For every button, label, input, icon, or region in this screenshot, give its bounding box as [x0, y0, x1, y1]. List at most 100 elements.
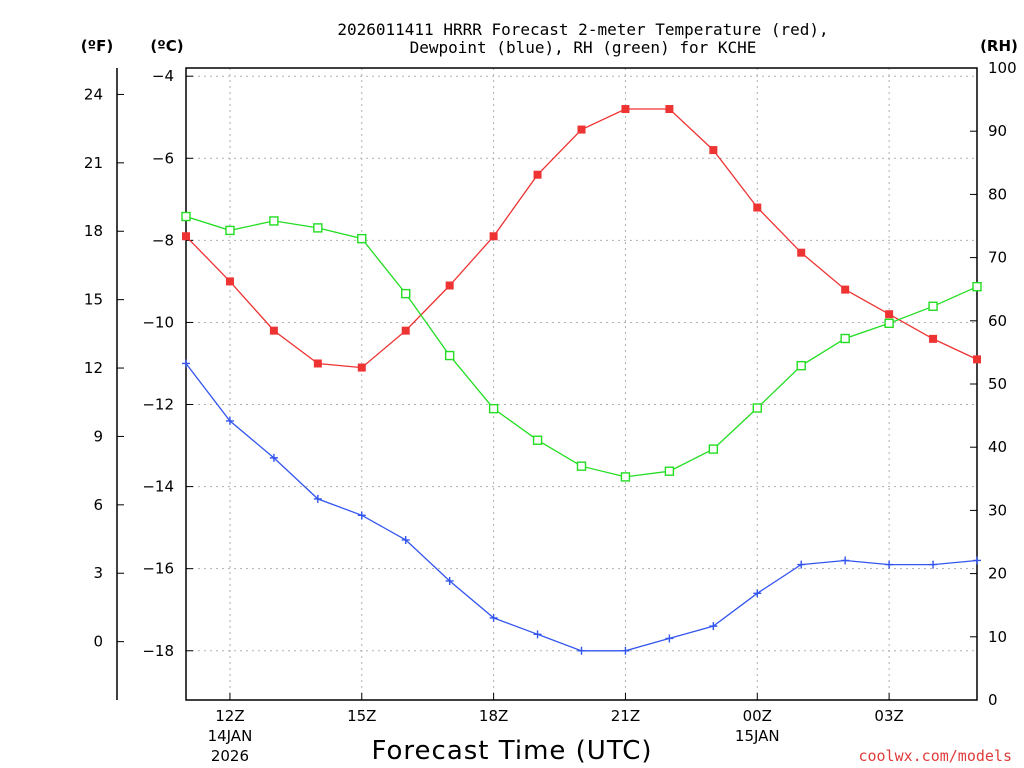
fahrenheit-tick-label: 0: [93, 633, 103, 651]
rh-axis: 0 10 20 30 40 50 60 70 80 90 100: [970, 59, 1017, 709]
fahrenheit-tick-label: 3: [93, 564, 103, 582]
temperature-point: [577, 125, 586, 134]
rh-point: [620, 472, 631, 482]
celsius-axis: −18 −16 −14 −12 −10 −8 −6 −4: [142, 67, 193, 660]
temperature-point: [401, 326, 410, 335]
celsius-tick-label: −16: [142, 560, 174, 578]
temperature-point: [225, 277, 234, 286]
rh-tick-label: 40: [988, 438, 1007, 456]
chart-title-line2: Dewpoint (blue), RH (green) for KCHE: [410, 38, 757, 57]
celsius-tick-label: −14: [142, 478, 174, 496]
temperature-point: [357, 363, 366, 372]
dewpoint-line: [185, 363, 978, 652]
fahrenheit-axis: 0 3 6 9 12 15 18 21 24: [84, 85, 124, 651]
celsius-tick-label: −12: [142, 396, 174, 414]
rh-point: [708, 444, 719, 454]
rh-tick-label: 100: [988, 59, 1017, 77]
credit-text: coolwx.com/models: [858, 747, 1012, 765]
time-axis: 12Z 14JAN 2026 15Z 18Z 21Z 00Z 15JAN 03Z: [208, 693, 904, 765]
rh-point: [576, 461, 587, 471]
dewpoint-point: [182, 359, 190, 368]
time-tick-label: 03Z: [874, 707, 903, 725]
temperature-point: [797, 248, 806, 257]
dewpoint-point: [577, 646, 586, 655]
temperature-line: [185, 108, 978, 369]
rh-point: [884, 318, 894, 329]
time-tick-label: 18Z: [479, 707, 508, 725]
temperature-point: [929, 334, 938, 343]
fahrenheit-tick-label: 12: [84, 359, 103, 377]
rh-point: [840, 333, 850, 344]
x-axis-title: Forecast Time (UTC): [371, 736, 652, 766]
time-tick-label: 00Z: [743, 707, 772, 725]
fahrenheit-tick-label: 21: [84, 154, 103, 172]
dewpoint-point: [841, 556, 850, 565]
dewpoint-point: [445, 576, 454, 585]
rh-tick-label: 50: [988, 375, 1007, 393]
rh-tick-label: 70: [988, 249, 1007, 267]
fahrenheit-tick-label: 9: [93, 427, 103, 445]
rh-point: [488, 403, 499, 414]
rh-point: [972, 281, 982, 292]
dewpoint-point: [973, 556, 981, 565]
celsius-tick-label: −4: [152, 67, 174, 85]
temperature-point: [709, 146, 718, 155]
temperature-point: [885, 310, 894, 319]
dewpoint-point: [885, 560, 894, 569]
dewpoint-point: [489, 613, 498, 622]
temperature-point: [533, 170, 542, 179]
rh-point: [269, 216, 279, 226]
fahrenheit-tick-label: 18: [84, 222, 103, 240]
fahrenheit-tick-label: 24: [84, 85, 103, 103]
rh-point: [181, 211, 191, 222]
celsius-tick-label: −10: [142, 313, 174, 331]
rh-point: [357, 233, 367, 244]
dewpoint-point: [621, 646, 630, 655]
rh-tick-label: 10: [988, 628, 1007, 646]
temperature-point: [621, 105, 630, 114]
rh-tick-label: 60: [988, 312, 1007, 330]
plot-frame: [185, 67, 978, 701]
dewpoint-point: [401, 535, 410, 544]
time-tick-date: 15JAN: [735, 727, 780, 745]
fahrenheit-tick-label: 15: [84, 291, 103, 309]
temperature-point: [665, 105, 674, 114]
dewpoint-point: [313, 494, 322, 503]
temperature-point: [182, 232, 190, 241]
grid-lines: [186, 68, 977, 700]
temperature-point: [973, 355, 981, 364]
rh-tick-label: 30: [988, 501, 1007, 519]
rh-point: [313, 223, 323, 233]
time-tick-date: 14JAN: [208, 727, 253, 745]
rh-line: [185, 215, 978, 478]
rh-point: [401, 288, 411, 299]
temperature-point: [445, 281, 454, 290]
celsius-tick-label: −8: [152, 231, 174, 249]
dewpoint-point: [269, 453, 278, 462]
dewpoint-point: [357, 511, 366, 520]
dewpoint-point: [225, 416, 234, 425]
rh-tick-label: 20: [988, 565, 1007, 583]
rh-point: [225, 225, 235, 236]
fahrenheit-tick-label: 6: [93, 496, 103, 514]
fahrenheit-unit-label: (ºF): [81, 37, 113, 55]
dewpoint-point: [929, 560, 938, 569]
dewpoint-series: [182, 359, 981, 655]
time-tick-label: 12Z: [215, 707, 244, 725]
rh-tick-label: 0: [988, 691, 998, 709]
dewpoint-point: [533, 630, 542, 639]
celsius-unit-label: (ºC): [150, 37, 183, 55]
temperature-point: [269, 326, 278, 335]
rh-tick-label: 90: [988, 122, 1007, 140]
rh-point: [532, 435, 543, 445]
rh-point: [752, 403, 762, 413]
temperature-point: [753, 203, 762, 212]
dewpoint-point: [753, 589, 762, 598]
dewpoint-point: [665, 634, 674, 643]
temperature-point: [489, 232, 498, 241]
dewpoint-point: [709, 622, 718, 631]
series-layer: [181, 105, 982, 655]
chart-title-line1: 2026011411 HRRR Forecast 2-meter Tempera…: [337, 20, 828, 39]
rh-unit-label: (RH): [980, 37, 1018, 55]
time-tick-label: 21Z: [611, 707, 640, 725]
